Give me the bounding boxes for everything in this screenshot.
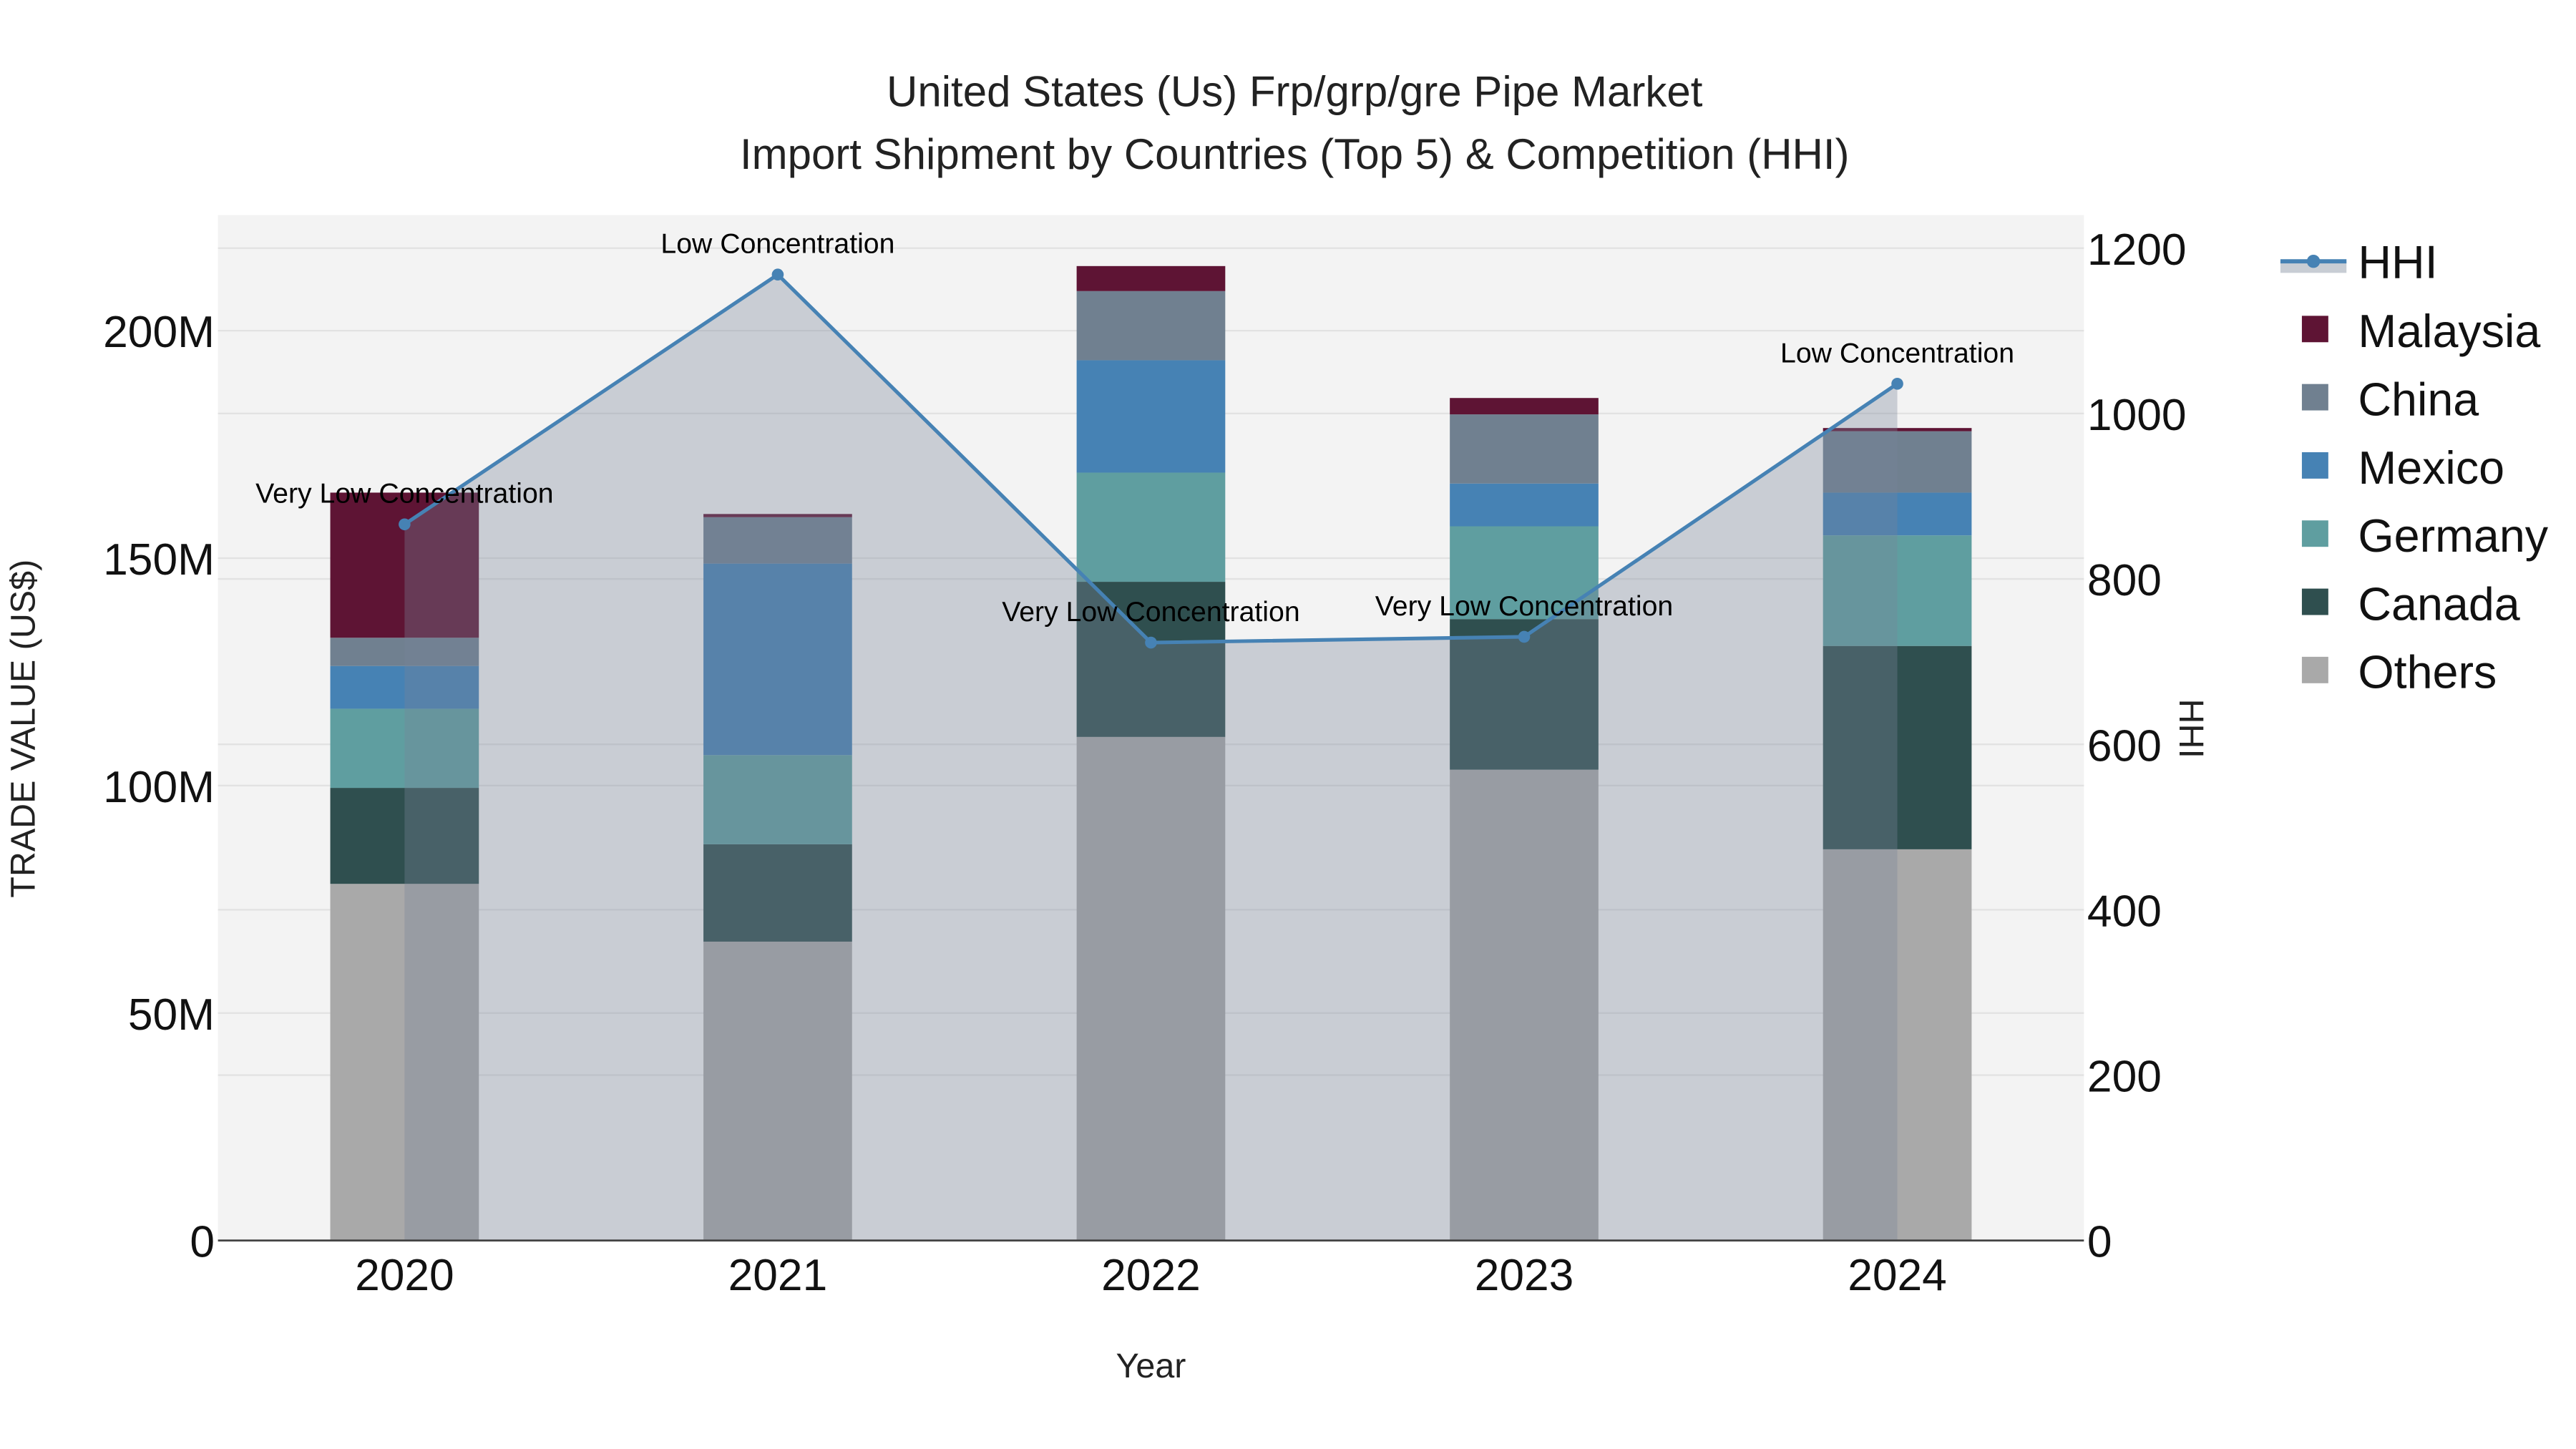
bar-mexico-2022 (1076, 360, 1226, 473)
bar-malaysia-2022 (1076, 265, 1226, 291)
bar-canada-2021 (703, 844, 852, 942)
bar-mexico-2020 (330, 665, 479, 709)
legend-swatch-china (2301, 384, 2328, 411)
bar-canada-2024 (1823, 645, 1972, 849)
x-tick-label: 2024 (1848, 1251, 1947, 1300)
hhi-point-2020 (399, 518, 411, 531)
y2-tick-label: 400 (2087, 887, 2162, 936)
bar-china-2022 (1076, 291, 1226, 361)
hhi-point-2024 (1891, 377, 1903, 390)
legend-hhi-marker-icon (2306, 254, 2321, 268)
legend-swatch-canada (2301, 588, 2328, 615)
bar-mexico-2021 (703, 563, 852, 756)
bar-canada-2020 (330, 788, 479, 884)
x-tick-label: 2022 (1101, 1251, 1201, 1300)
hhi-point-2023 (1518, 630, 1531, 643)
y-tick-label: 150M (103, 535, 215, 585)
y2-tick-label: 1200 (2087, 225, 2187, 275)
legend-label-mexico: Mexico (2358, 442, 2504, 494)
bar-china-2024 (1823, 431, 1972, 493)
y2-tick-label: 200 (2087, 1053, 2162, 1102)
hhi-annotation: Very Low Concentration (1375, 590, 1673, 622)
x-tick-label: 2023 (1475, 1251, 1574, 1300)
y2-tick-label: 600 (2087, 721, 2162, 771)
legend-label-malaysia: Malaysia (2358, 306, 2540, 357)
y-axis-label: TRADE VALUE (US$) (4, 560, 42, 898)
legend-swatch-malaysia (2301, 316, 2328, 343)
bar-malaysia-2020 (330, 492, 479, 638)
bar-mexico-2023 (1450, 483, 1599, 527)
legend-label-hhi: HHI (2358, 236, 2437, 288)
bar-others-2023 (1450, 769, 1599, 1241)
bar-germany-2020 (330, 708, 479, 789)
y2-tick-label: 1000 (2087, 391, 2187, 440)
legend-swatch-germany (2301, 520, 2328, 547)
bar-canada-2023 (1450, 619, 1599, 770)
bar-china-2020 (330, 638, 479, 666)
y-tick-label: 200M (103, 308, 215, 357)
chart-subtitle: Import Shipment by Countries (Top 5) & C… (740, 130, 1850, 178)
hhi-annotation: Low Concentration (1780, 337, 2014, 369)
bar-others-2022 (1076, 736, 1226, 1241)
y-axis-ticks: 0 50M 100M 150M 200M (103, 308, 215, 1267)
y2-tick-label: 800 (2087, 556, 2162, 605)
bar-canada-2022 (1076, 582, 1226, 737)
bar-mexico-2024 (1823, 492, 1972, 536)
bar-germany-2021 (703, 755, 852, 844)
y-tick-label: 100M (103, 763, 215, 812)
bar-malaysia-2021 (703, 514, 852, 517)
x-axis-label: Year (1116, 1347, 1186, 1385)
legend-label-germany: Germany (2358, 510, 2548, 562)
hhi-point-2021 (771, 268, 784, 281)
hhi-annotation: Very Low Concentration (255, 478, 553, 509)
legend-label-canada: Canada (2358, 578, 2519, 630)
x-tick-label: 2020 (355, 1251, 454, 1300)
x-tick-label: 2021 (728, 1251, 828, 1300)
y2-axis-label: HHI (2172, 699, 2210, 758)
x-axis-ticks: 2020 2021 2022 2023 2024 (355, 1251, 1947, 1300)
legend-swatch-others (2301, 656, 2328, 683)
bar-germany-2022 (1076, 472, 1226, 582)
legend: HHI Malaysia China Mexico Germany Canada Other… (2280, 236, 2549, 698)
y-tick-label: 0 (190, 1218, 215, 1267)
bar-others-2020 (330, 884, 479, 1241)
hhi-annotation: Low Concentration (660, 228, 894, 260)
bar-others-2024 (1823, 849, 1972, 1241)
y2-tick-label: 0 (2087, 1218, 2112, 1267)
legend-swatch-mexico (2301, 452, 2328, 479)
bar-malaysia-2024 (1823, 428, 1972, 431)
legend-label-others: Others (2358, 647, 2497, 698)
bars (330, 265, 1972, 1241)
annotations: Very Low Concentration Low Concentration V… (255, 228, 2014, 628)
hhi-point-2022 (1145, 636, 1157, 649)
legend-label-china: China (2358, 374, 2479, 426)
y2-axis-ticks: 0 200 400 600 800 1000 1200 (2087, 225, 2187, 1267)
hhi-annotation: Very Low Concentration (1002, 596, 1299, 628)
y-tick-label: 50M (128, 990, 215, 1040)
hhi-area (404, 274, 1898, 1241)
bar-germany-2024 (1823, 535, 1972, 646)
bar-china-2021 (703, 517, 852, 564)
chart-title: United States (Us) Frp/grp/gre Pipe Mark… (887, 67, 1703, 115)
bar-china-2023 (1450, 414, 1599, 484)
hhi-line (399, 268, 1903, 649)
bar-malaysia-2023 (1450, 398, 1599, 415)
bar-others-2021 (703, 941, 852, 1241)
hhi-area-fill (404, 274, 1898, 1241)
